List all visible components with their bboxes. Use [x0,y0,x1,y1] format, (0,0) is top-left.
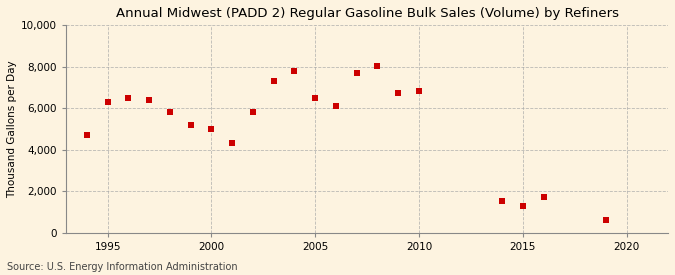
Point [144,98,155,102]
Point [82,133,92,137]
Point [538,195,549,199]
Point [268,79,279,83]
Text: Source: U.S. Energy Information Administration: Source: U.S. Energy Information Administ… [7,262,238,272]
Point [517,204,528,208]
Point [123,96,134,100]
Point [351,71,362,75]
Point [185,123,196,127]
Point [600,218,611,222]
Point [248,110,259,114]
Point [497,199,508,204]
Point [310,96,321,100]
Y-axis label: Thousand Gallons per Day: Thousand Gallons per Day [7,60,17,198]
Point [206,127,217,131]
Point [393,90,404,95]
Point [289,69,300,73]
Point [227,141,238,145]
Point [372,64,383,68]
Title: Annual Midwest (PADD 2) Regular Gasoline Bulk Sales (Volume) by Refiners: Annual Midwest (PADD 2) Regular Gasoline… [115,7,618,20]
Point [165,110,176,114]
Point [102,100,113,104]
Point [331,104,342,108]
Point [414,88,425,93]
